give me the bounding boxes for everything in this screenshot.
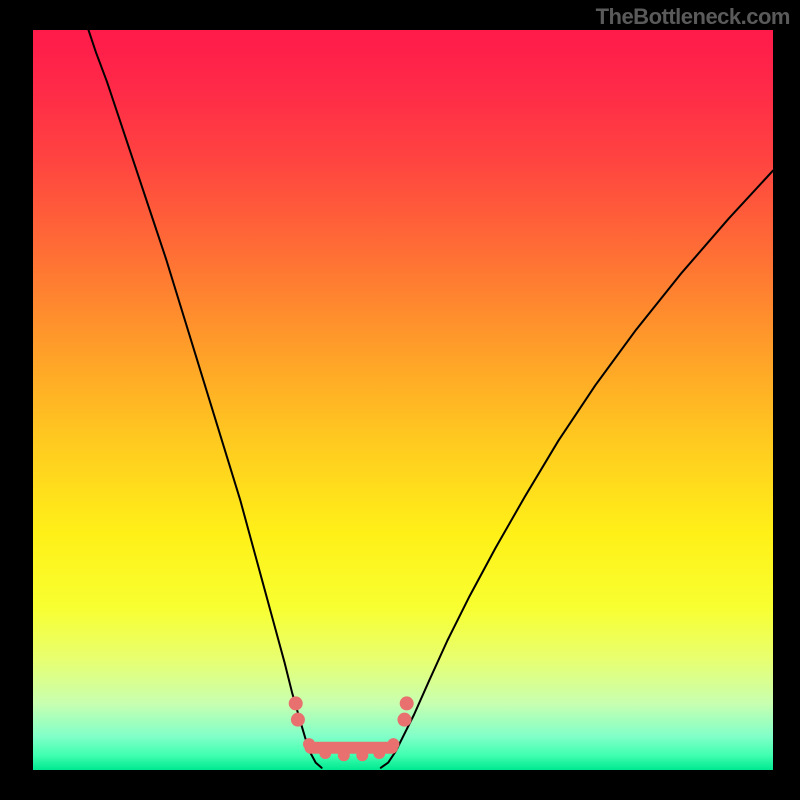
watermark-text: TheBottleneck.com	[596, 4, 790, 30]
chart-container	[33, 30, 773, 770]
bottleneck-chart	[33, 30, 773, 770]
